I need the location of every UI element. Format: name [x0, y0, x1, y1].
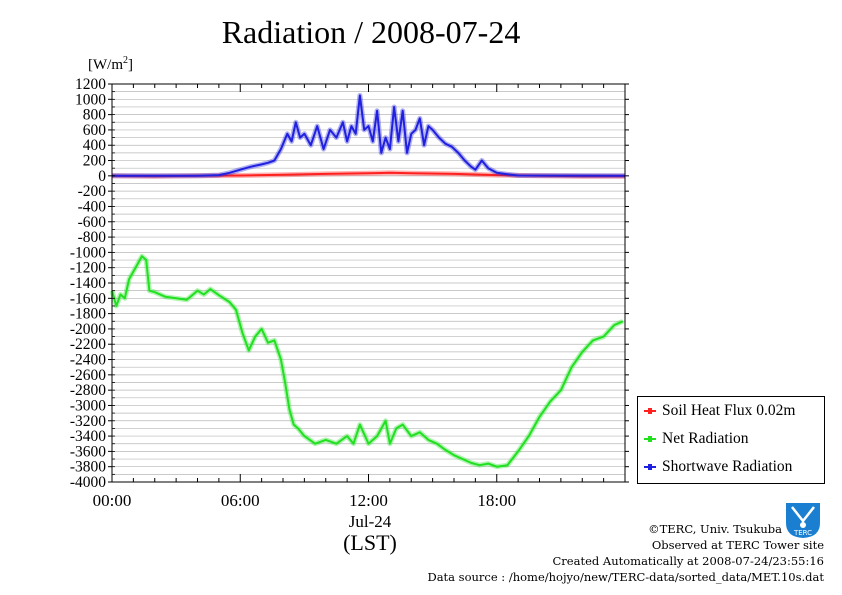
footer-observed: Observed at TERC Tower site: [651, 538, 824, 552]
y-tick-label: -2400: [70, 352, 106, 369]
x-tick-label: 00:00: [93, 491, 132, 510]
y-tick-label: 1000: [75, 91, 106, 108]
y-tick-label: -200: [78, 183, 107, 200]
y-tick-label: 0: [98, 168, 106, 185]
series-halo-2: [112, 93, 626, 179]
y-tick-label: 400: [83, 137, 107, 154]
x-axis-label: (LST): [343, 530, 397, 555]
x-tick-label: 12:00: [349, 491, 388, 510]
y-tick-label: -1600: [70, 290, 106, 307]
y-tick-label: -1000: [70, 244, 106, 261]
legend: Soil Heat Flux 0.02m Net Radiation Short…: [637, 396, 825, 484]
terc-logo-icon: TERC: [786, 503, 820, 538]
chart-title: Radiation / 2008-07-24: [221, 14, 521, 50]
legend-item-net-radiation: Net Radiation: [644, 429, 749, 449]
y-tick-label: -1800: [70, 306, 106, 323]
y-tick-label: 200: [83, 153, 107, 170]
series-line-1: [111, 255, 624, 468]
y-tick-label: -2200: [70, 336, 106, 353]
legend-swatch: [644, 436, 656, 442]
legend-swatch: [644, 408, 656, 414]
series-layer: [109, 93, 626, 470]
y-tick-label: -2000: [70, 321, 106, 338]
y-tick-label: -2800: [70, 382, 106, 399]
axes: 120010008006004002000-200-400-600-800-10…: [70, 76, 629, 510]
y-tick-label: -600: [78, 214, 107, 231]
y-tick-label: -3600: [70, 443, 106, 460]
y-tick-label: -3800: [70, 459, 106, 476]
x-tick-label: 06:00: [221, 491, 260, 510]
footer-source: Data source : /home/hojyo/new/TERC-data/…: [427, 570, 824, 584]
y-tick-label: 800: [83, 107, 107, 124]
y-tick-label: 600: [83, 122, 107, 139]
y-axis-unit: [W/m2]: [88, 55, 133, 73]
grid-lines: [112, 83, 625, 483]
y-tick-label: -3000: [70, 397, 106, 414]
y-tick-label: 1200: [75, 76, 106, 93]
y-tick-label: -2600: [70, 367, 106, 384]
y-tick-label: -800: [78, 229, 107, 246]
legend-item-shortwave-radiation: Shortwave Radiation: [644, 457, 792, 477]
svg-text:TERC: TERC: [793, 529, 812, 537]
y-tick-label: -3400: [70, 428, 106, 445]
y-tick-label: -1400: [70, 275, 106, 292]
footer-created: Created Automatically at 2008-07-24/23:5…: [552, 554, 825, 568]
y-tick-label: -4000: [70, 474, 106, 491]
y-tick-label: -3200: [70, 413, 106, 430]
series-line-2: [112, 94, 626, 177]
series-halo-1: [109, 253, 624, 470]
x-tick-label: 18:00: [477, 491, 516, 510]
y-tick-label: -400: [78, 198, 107, 215]
x-axis-date-label: Jul-24: [348, 512, 392, 531]
footer-copyright: ©TERC, Univ. Tsukuba: [648, 522, 782, 536]
legend-item-soil-heat-flux: Soil Heat Flux 0.02m: [644, 401, 795, 421]
legend-swatch: [644, 464, 656, 470]
footer-credits: ©TERC, Univ. Tsukuba Observed at TERC To…: [427, 521, 824, 585]
y-tick-label: -1200: [70, 260, 106, 277]
